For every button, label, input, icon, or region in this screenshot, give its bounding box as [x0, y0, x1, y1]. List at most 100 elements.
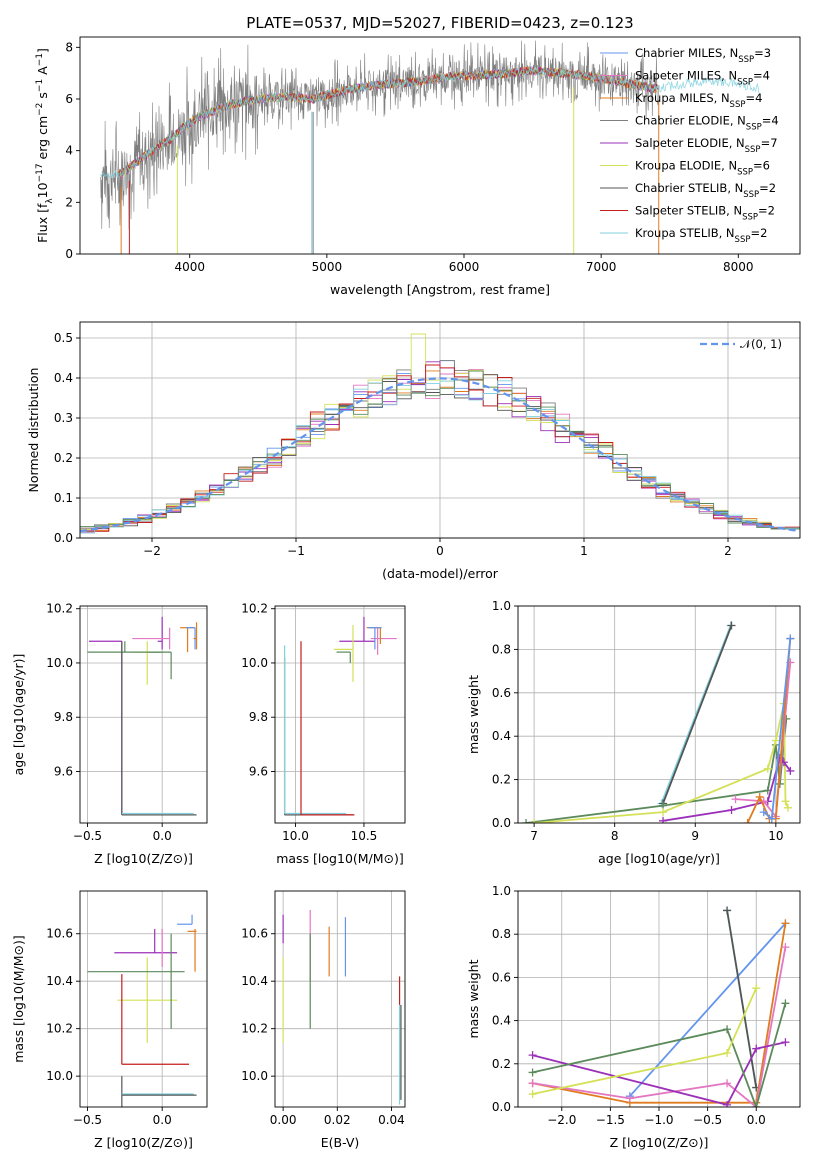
x-axis-label: Z [log10(Z/Z⊙)]: [94, 851, 193, 866]
legend-entry: 𝒩(0, 1): [740, 337, 782, 351]
x-axis-label: (data-model)/error: [382, 566, 499, 581]
weight-marker-orange: [755, 792, 764, 801]
figure-title: PLATE=0537, MJD=52027, FIBERID=0423, z=0…: [246, 14, 633, 32]
weight-marker-pink: [731, 795, 740, 804]
x-tick-label: −1.0: [644, 1113, 673, 1127]
y-tick-label: 0.1: [54, 491, 73, 505]
weight-marker-pink: [723, 1079, 732, 1088]
y-tick-label: 10.2: [241, 602, 268, 616]
weight-line-yellow: [532, 987, 758, 1095]
y-tick-label: 10.0: [46, 656, 73, 670]
y-axis-label: Normed distribution: [26, 368, 41, 493]
y-tick-label: 6: [65, 92, 73, 106]
y-tick-label: 0.4: [54, 371, 73, 385]
weight-marker-yellow: [530, 819, 539, 823]
weight-marker-blue: [759, 808, 768, 817]
x-tick-label: −0.5: [73, 1113, 102, 1127]
weight-marker-orange: [743, 819, 752, 823]
plot-area-weight_vs_age: [522, 621, 795, 823]
y-tick-label: 0.0: [54, 531, 73, 545]
panel-weight_vs_age: 7 8 9 10 0.0 0.2 0.4 0.6 0.8 1.0 age [log10(age/yr…: [466, 599, 801, 866]
x-tick-label: 5000: [312, 260, 343, 274]
x-tick-label: 9: [691, 829, 699, 843]
weight-marker-yellow: [781, 797, 790, 806]
weight-marker-orange: [781, 919, 790, 928]
y-tick-label: 0.5: [54, 331, 73, 345]
axes-frame: [517, 605, 801, 824]
x-tick-label: 0.04: [378, 1113, 405, 1127]
plot-area-age_vs_Z: [87, 616, 198, 816]
x-tick-label: 8000: [723, 260, 754, 274]
x-tick-label: 4000: [174, 260, 205, 274]
y-tick-label: 9.6: [54, 764, 73, 778]
plot-area-weight_vs_Z: [528, 906, 790, 1107]
y-tick-label: 0.2: [54, 451, 73, 465]
y-tick-label: 10.0: [46, 1069, 73, 1083]
weight-marker-green: [528, 1068, 537, 1077]
weight-marker-purple: [528, 1051, 537, 1060]
weight-marker-yellow: [763, 764, 772, 773]
weight-marker-purple: [727, 805, 736, 814]
y-tick-label: 0.2: [492, 1057, 511, 1071]
plot-area-mass_vs_Z: [87, 914, 197, 1107]
y-tick-label: 0.0: [492, 1100, 511, 1114]
model-spectrum-green: [118, 67, 659, 178]
weight-marker-green: [752, 1103, 761, 1107]
y-tick-label: 0.4: [492, 729, 511, 743]
x-axis-label: age [log10(age/yr)]: [598, 851, 720, 866]
panel-mass_vs_Z: −0.5 0.0 10.0 10.2 10.4 10.6 Z [log10(Z/Z⊙)] ma…: [11, 890, 208, 1150]
weight-marker-green: [522, 819, 531, 823]
y-tick-label: 10.0: [241, 656, 268, 670]
y-tick-label: 0.6: [492, 686, 511, 700]
x-axis-label: mass [log10(M/M⊙)]: [276, 851, 404, 866]
y-tick-label: 4: [65, 144, 73, 158]
x-tick-label: 0.00: [270, 1113, 297, 1127]
x-tick-label: 0.0: [153, 829, 172, 843]
legend-entry: Kroupa STELIB, NSSP=2: [635, 226, 767, 245]
weight-marker-purple: [781, 1038, 790, 1047]
weight-marker-pink: [625, 1094, 634, 1103]
x-tick-label: −0.5: [693, 1113, 722, 1127]
histogram-red: [80, 364, 800, 532]
weight-marker-yellow: [752, 984, 761, 993]
plots-root: 4000 5000 6000 7000 8000 0 2 4 6 8 wavelength [Ang…: [11, 36, 801, 1150]
weight-marker-blue: [767, 814, 776, 823]
panel-residuals: −2 −1 0 1 2 0.0 0.1 0.2 0.3 0.4 0.5 𝒩(0, 1) (data-mo…: [26, 321, 801, 581]
x-tick-label: 10.5: [351, 829, 378, 843]
panel-mass_vs_EBV: 0.00 0.02 0.04 10.0 10.2 10.4 10.6 E(B-V): [241, 890, 406, 1150]
y-tick-label: 9.6: [249, 764, 268, 778]
legend-entry: Chabrier MILES, NSSP=3: [635, 46, 771, 65]
plot-area-age_vs_mass: [283, 616, 397, 816]
y-tick-label: 0.8: [492, 927, 511, 941]
y-axis-label: mass weight: [466, 675, 481, 754]
x-tick-label: 0.02: [324, 1113, 351, 1127]
weight-line-green: [532, 1003, 787, 1107]
y-tick-label: 0.0: [492, 816, 511, 830]
y-tick-label: 9.8: [249, 710, 268, 724]
axes-frame: [79, 605, 208, 824]
weight-marker-yellow: [659, 808, 668, 817]
x-tick-label: 2: [724, 544, 732, 558]
panel-age_vs_mass: 10.0 10.5 9.6 9.8 10.0 10.2 mass [log10(M/M⊙)]: [241, 602, 406, 866]
weight-marker-purple: [752, 1044, 761, 1053]
x-tick-label: 7000: [586, 260, 617, 274]
y-tick-label: 0.4: [492, 1014, 511, 1028]
x-tick-label: −1.5: [596, 1113, 625, 1127]
axes-frame: [274, 890, 406, 1108]
y-tick-label: 10.2: [241, 1022, 268, 1036]
y-tick-label: 10.6: [46, 927, 73, 941]
histogram-purple: [80, 361, 800, 531]
legend-entry: Kroupa ELODIE, NSSP=6: [635, 159, 770, 178]
weight-marker-yellow: [783, 803, 792, 812]
y-tick-label: 2: [65, 195, 73, 209]
plot-area-mass_vs_EBV: [282, 909, 402, 1105]
y-tick-label: 10.2: [46, 1022, 73, 1036]
weight-marker-darkgray: [723, 906, 732, 915]
y-tick-label: 9.8: [54, 710, 73, 724]
axes-frame: [79, 890, 208, 1108]
model-spectrum-cyan: [100, 66, 760, 179]
weight-marker-yellow: [528, 1090, 537, 1099]
x-tick-label: 0: [436, 544, 444, 558]
y-tick-label: 10.4: [241, 974, 268, 988]
